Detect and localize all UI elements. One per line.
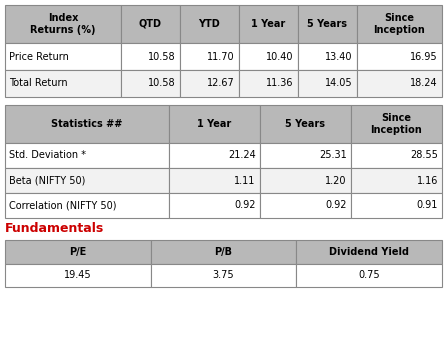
Bar [151,240,296,264]
Bar [350,193,442,218]
Bar [5,5,121,43]
Text: 10.58: 10.58 [148,52,176,61]
Bar [357,5,442,43]
Text: 11.70: 11.70 [207,52,235,61]
Bar [180,70,239,97]
Bar [5,105,169,143]
Text: 18.24: 18.24 [410,79,438,88]
Text: 11.36: 11.36 [266,79,294,88]
Text: 1 Year: 1 Year [197,119,232,129]
Bar [350,168,442,193]
Bar [260,168,350,193]
Bar [169,143,260,168]
Text: 5 Years: 5 Years [307,19,347,29]
Bar [260,143,350,168]
Bar [180,43,239,70]
Text: Beta (NIFTY 50): Beta (NIFTY 50) [9,176,85,185]
Text: 1.16: 1.16 [417,176,438,185]
Text: Correlation (NIFTY 50): Correlation (NIFTY 50) [9,200,117,211]
Text: 16.95: 16.95 [410,52,438,61]
Bar [357,43,442,70]
Text: 10.58: 10.58 [148,79,176,88]
Text: 25.31: 25.31 [319,151,347,160]
Text: 3.75: 3.75 [212,271,234,280]
Text: 5 Years: 5 Years [285,119,325,129]
Text: 1.11: 1.11 [234,176,256,185]
Bar [298,70,357,97]
Text: Std. Deviation *: Std. Deviation * [9,151,86,160]
Text: 1 Year: 1 Year [251,19,286,29]
Bar [298,43,357,70]
Bar [5,70,121,97]
Text: Since
Inception: Since Inception [374,13,425,35]
Text: 21.24: 21.24 [228,151,256,160]
Text: Total Return: Total Return [9,79,67,88]
Bar [260,105,350,143]
Text: Statistics ##: Statistics ## [51,119,122,129]
Text: P/E: P/E [69,247,86,257]
Bar [296,240,442,264]
Text: Index
Returns (%): Index Returns (%) [30,13,96,35]
Text: Since
Inception: Since Inception [371,113,422,135]
Text: Price Return: Price Return [9,52,69,61]
Bar [121,70,180,97]
Bar [180,5,239,43]
Bar [239,70,298,97]
Bar [5,264,151,287]
Bar [169,193,260,218]
Text: Dividend Yield: Dividend Yield [329,247,409,257]
Text: QTD: QTD [139,19,162,29]
Bar [121,5,180,43]
Text: P/B: P/B [214,247,232,257]
Bar [5,240,151,264]
Bar [350,105,442,143]
Text: 0.92: 0.92 [234,200,256,211]
Text: 10.40: 10.40 [266,52,294,61]
Text: Fundamentals: Fundamentals [5,222,104,235]
Bar [5,193,169,218]
Text: 28.55: 28.55 [410,151,438,160]
Text: 14.05: 14.05 [325,79,353,88]
Text: 19.45: 19.45 [64,271,92,280]
Bar [5,143,169,168]
Bar [5,43,121,70]
Bar [298,5,357,43]
Bar [151,264,296,287]
Text: 0.91: 0.91 [417,200,438,211]
Text: 0.75: 0.75 [358,271,380,280]
Bar [357,70,442,97]
Bar [5,168,169,193]
Text: YTD: YTD [198,19,220,29]
Bar [260,193,350,218]
Text: 1.20: 1.20 [325,176,347,185]
Bar [350,143,442,168]
Bar [296,264,442,287]
Text: 12.67: 12.67 [207,79,235,88]
Text: 13.40: 13.40 [325,52,353,61]
Bar [239,5,298,43]
Bar [121,43,180,70]
Bar [239,43,298,70]
Bar [169,168,260,193]
Bar [169,105,260,143]
Text: 0.92: 0.92 [325,200,347,211]
